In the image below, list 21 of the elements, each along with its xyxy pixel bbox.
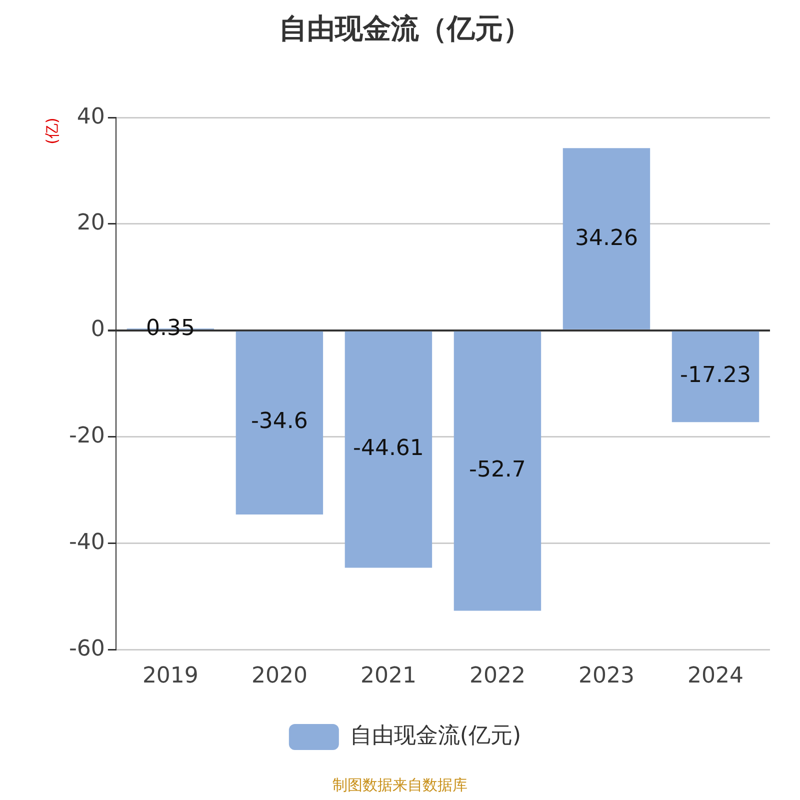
data-label: -17.23	[680, 362, 751, 388]
x-tick-label: 2024	[687, 664, 744, 689]
x-tick-label: 2020	[251, 664, 308, 689]
text: 制图数据来自数据库	[332, 775, 468, 796]
y-tick-label: 40	[76, 104, 105, 130]
x-tick-label: 2023	[578, 664, 634, 689]
y-tick-label: 0	[90, 317, 105, 342]
y-tick-label: -60	[68, 636, 105, 662]
y-tick-label: -20	[68, 424, 105, 449]
legend-label: 自由现金流(亿元)	[350, 724, 522, 749]
x-tick-label: 2019	[142, 664, 198, 689]
data-label: 34.26	[574, 226, 638, 251]
x-tick-label: 2022	[469, 664, 526, 689]
y-tick-label: -40	[68, 530, 105, 555]
y-axis-title: (亿)	[42, 118, 61, 144]
data-label: -34.6	[250, 409, 308, 434]
data-label: -52.7	[469, 457, 526, 482]
chart-title: 自由现金流（亿元）	[279, 12, 531, 46]
data-label: -44.61	[353, 436, 424, 461]
x-tick-label: 2021	[360, 664, 416, 689]
y-tick-label: 20	[76, 210, 105, 236]
